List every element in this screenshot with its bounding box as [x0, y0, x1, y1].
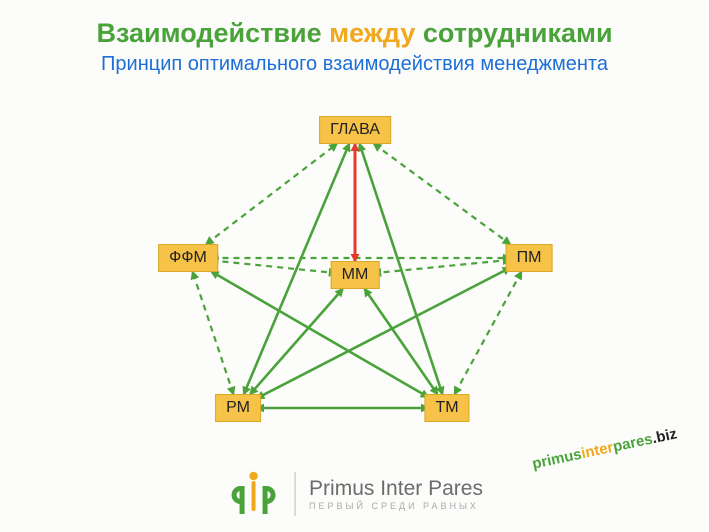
- edge-pm-mm: [374, 260, 510, 273]
- node-tm: ТМ: [424, 394, 469, 422]
- edge-ffm-tm: [212, 272, 429, 397]
- edge-tm-mm: [365, 289, 438, 394]
- edge-ffm-mm: [212, 260, 337, 273]
- node-ffm: ФФМ: [158, 244, 218, 272]
- node-rm: РМ: [215, 394, 261, 422]
- brand-logo-icon: [226, 470, 280, 518]
- page-title: Взаимодействие между сотрудниками: [0, 18, 709, 49]
- edge-pm-rm: [257, 268, 510, 398]
- brand-text: Primus Inter Pares ПЕРВЫЙ СРЕДИ РАВНЫХ: [309, 477, 483, 512]
- edge-rm-mm: [250, 289, 342, 394]
- brand-main: Primus Inter Pares: [309, 477, 483, 500]
- footer-url: primusinterpares.biz: [531, 425, 679, 472]
- edge-glava-pm: [374, 144, 510, 244]
- brand: Primus Inter Pares ПЕРВЫЙ СРЕДИ РАВНЫХ: [226, 470, 483, 518]
- node-mm: ММ: [331, 261, 380, 289]
- page-subtitle: Принцип оптимального взаимодействия мене…: [0, 52, 709, 76]
- stage: Взаимодействие между сотрудниками Принци…: [0, 0, 709, 532]
- edge-rm-ffm: [193, 272, 234, 394]
- node-glava: ГЛАВА: [319, 116, 391, 144]
- brand-separator: [294, 472, 295, 516]
- node-pm: ПМ: [506, 244, 553, 272]
- brand-sub: ПЕРВЫЙ СРЕДИ РАВНЫХ: [309, 502, 483, 512]
- edge-pm-tm: [455, 272, 522, 394]
- edge-ffm-glava: [206, 144, 336, 244]
